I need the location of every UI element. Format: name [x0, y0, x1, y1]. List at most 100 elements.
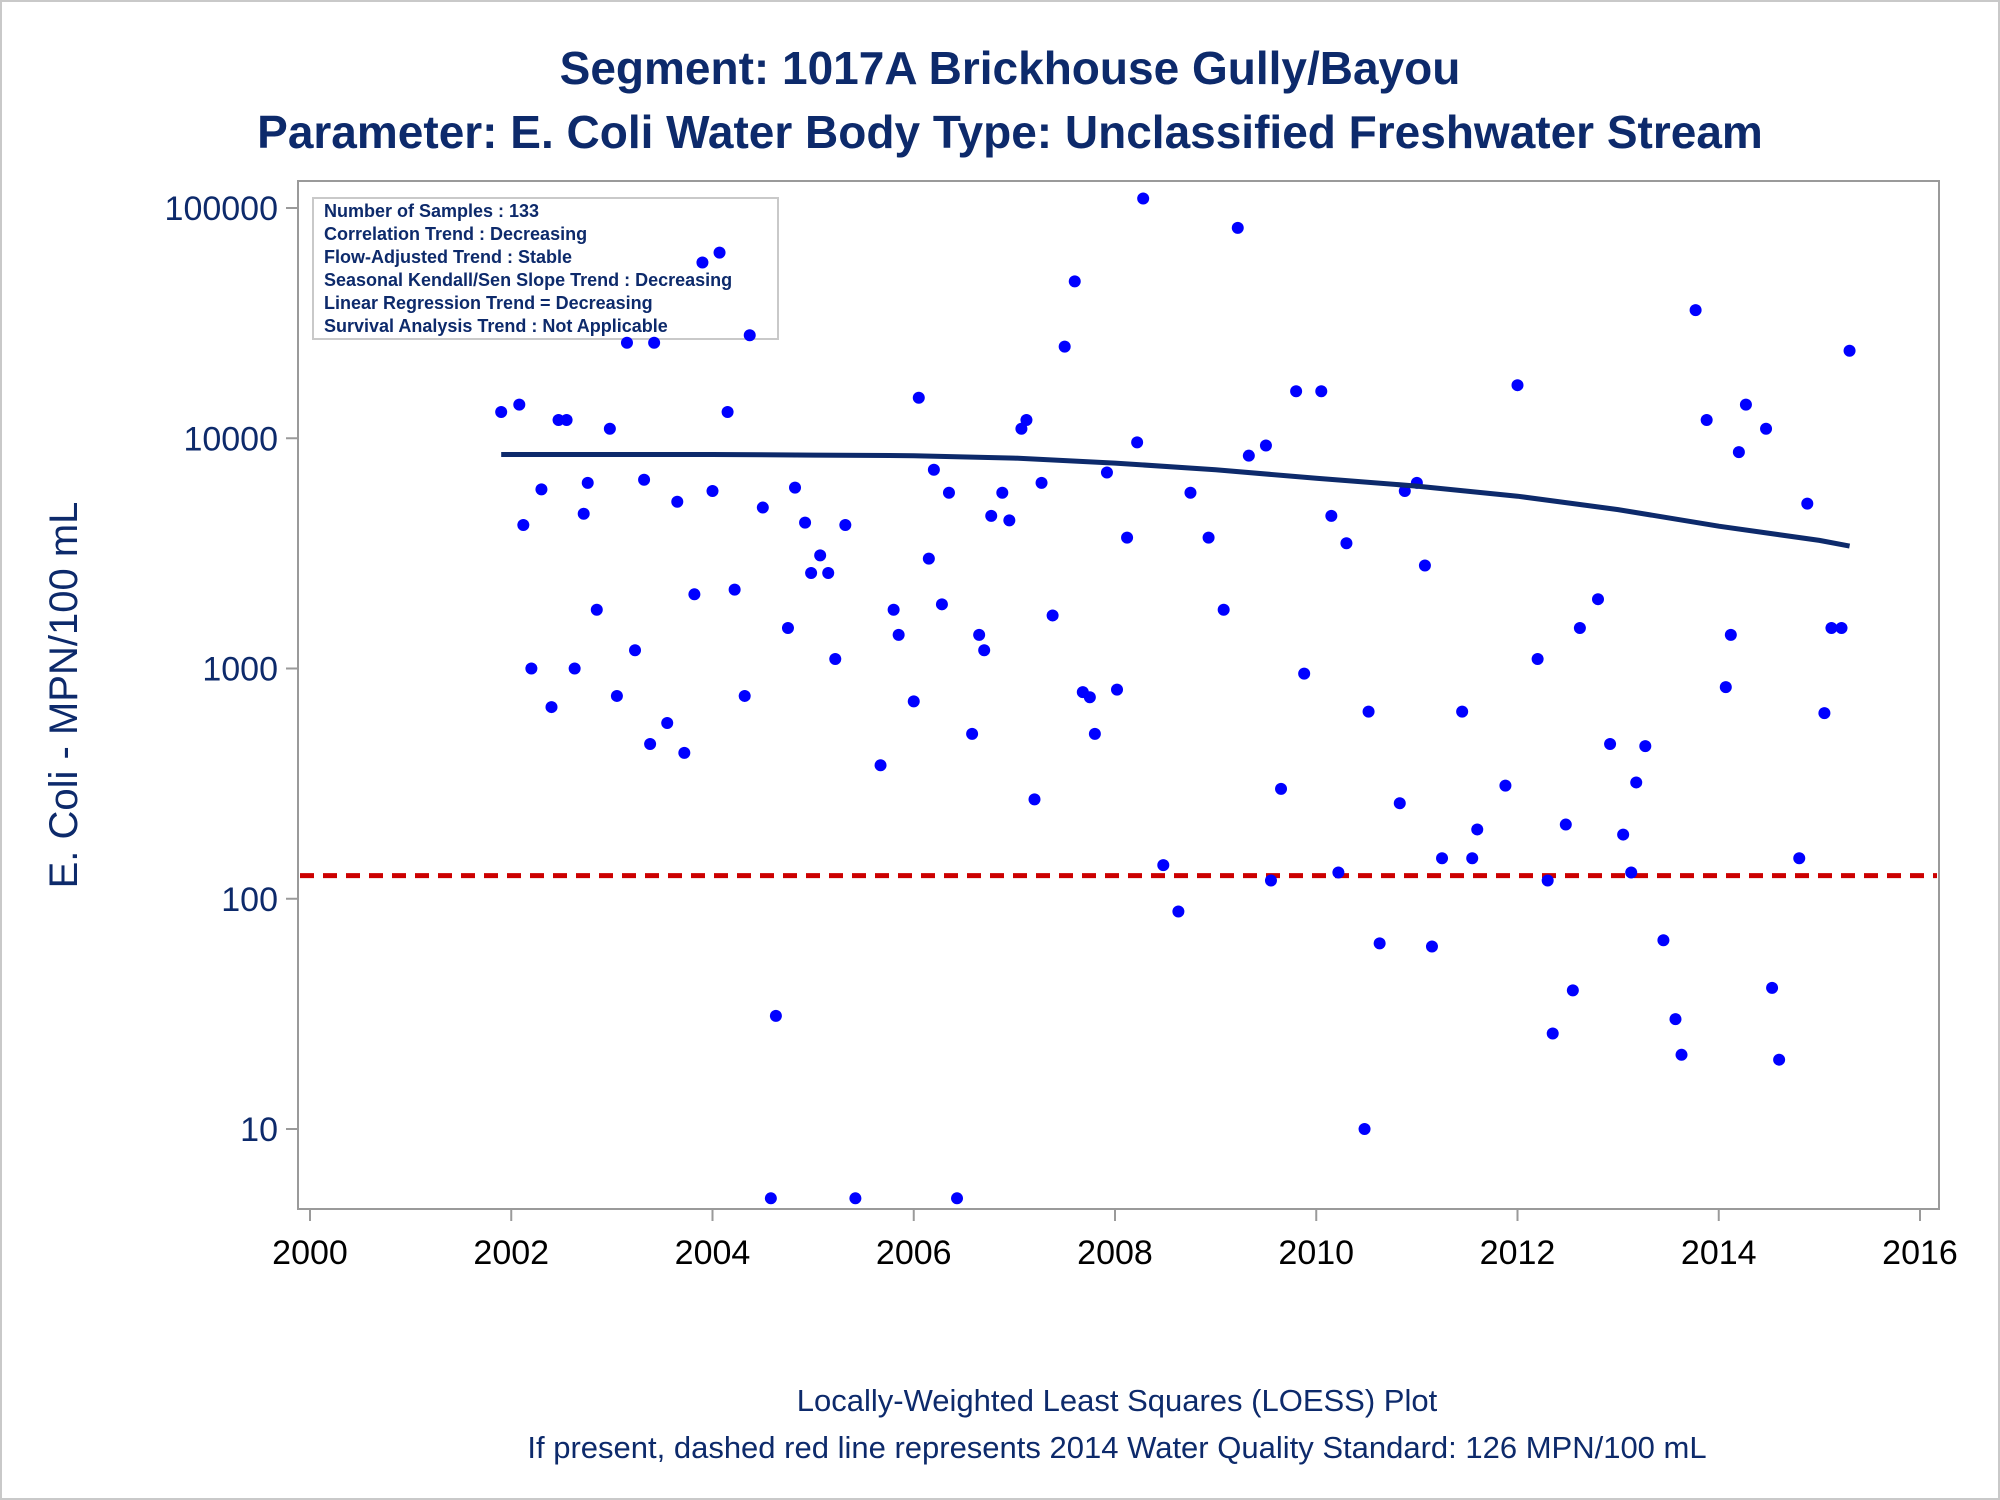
sample-point — [1604, 737, 1617, 750]
sample-point — [1393, 797, 1406, 810]
sample-point — [1630, 776, 1643, 789]
sample-point — [912, 391, 925, 404]
sample-point — [849, 1192, 862, 1205]
sample-point — [1290, 385, 1303, 398]
sample-point — [1689, 304, 1702, 317]
sample-point — [1766, 981, 1779, 994]
x-tick-label: 2012 — [1480, 1234, 1556, 1272]
y-tick-label: 100 — [221, 881, 278, 919]
sample-point — [829, 652, 842, 665]
sample-point — [568, 662, 581, 675]
sample-point — [1436, 852, 1449, 865]
sample-point — [951, 1192, 964, 1205]
sample-point — [1157, 859, 1170, 872]
sample-point — [648, 336, 661, 349]
x-tick-label: 2010 — [1278, 1234, 1354, 1272]
sample-point — [1825, 621, 1838, 634]
y-tick-label: 1000 — [202, 651, 278, 689]
footnote-standard: If present, dashed red line represents 2… — [527, 1430, 1706, 1465]
sample-point — [560, 414, 573, 427]
x-tick-label: 2000 — [272, 1234, 348, 1272]
sample-point — [935, 598, 948, 611]
sample-point — [1068, 275, 1081, 288]
sample-point — [1531, 652, 1544, 665]
x-axis: 2000 2002 2004 2006 2008 2010 2012 2014 2016 — [272, 1209, 1958, 1272]
sample-point — [1231, 221, 1244, 234]
stats-line-flow-adjusted: Flow-Adjusted Trend : Stable — [324, 247, 572, 267]
sample-point — [1559, 818, 1572, 831]
sample-point — [789, 481, 802, 494]
y-tick-label: 10 — [240, 1111, 278, 1149]
sample-point — [525, 662, 538, 675]
sample-point — [1669, 1013, 1682, 1026]
sample-point — [1325, 509, 1338, 522]
x-tick-label: 2014 — [1681, 1234, 1757, 1272]
sample-point — [764, 1192, 777, 1205]
sample-point — [728, 583, 741, 596]
y-axis-label: E. Coli - MPN/100 mL — [42, 502, 86, 889]
sample-point — [1541, 874, 1554, 887]
sample-point — [1617, 828, 1630, 841]
footnote-loess: Locally-Weighted Least Squares (LOESS) P… — [797, 1383, 1438, 1418]
sample-point — [1843, 344, 1856, 357]
stats-line-survival-analysis: Survival Analysis Trend : Not Applicable — [324, 316, 668, 336]
sample-point — [1739, 398, 1752, 411]
sample-point — [1028, 793, 1041, 806]
sample-point — [1398, 485, 1411, 498]
sample-point — [1242, 449, 1255, 462]
sample-point — [495, 406, 508, 419]
sample-point — [1657, 934, 1670, 947]
sample-point — [1760, 422, 1773, 435]
sample-point — [1003, 514, 1016, 527]
y-axis: 10 100 1000 10000 100000 — [165, 190, 298, 1149]
sample-point — [1566, 984, 1579, 997]
chart-title: Segment: 1017A Brickhouse Gully/Bayou — [560, 42, 1461, 94]
sample-point — [839, 518, 852, 531]
sample-point — [1793, 852, 1806, 865]
y-tick-label: 10000 — [183, 420, 278, 458]
sample-point — [620, 336, 633, 349]
sample-point — [996, 486, 1009, 499]
sample-point — [892, 628, 905, 641]
stats-line-correlation: Correlation Trend : Decreasing — [324, 224, 587, 244]
sample-point — [644, 737, 657, 750]
sample-point — [973, 628, 986, 641]
sample-point — [922, 552, 935, 565]
stats-legend-frame — [312, 197, 779, 340]
x-tick-label: 2002 — [473, 1234, 549, 1272]
sample-point — [1499, 779, 1512, 792]
x-tick-label: 2006 — [876, 1234, 952, 1272]
sample-point — [1471, 823, 1484, 836]
sample-point — [1340, 537, 1353, 550]
sample-point — [1058, 340, 1071, 353]
sample-point — [1298, 667, 1311, 680]
sample-point — [1121, 531, 1134, 544]
sample-point — [1111, 683, 1124, 696]
sample-point — [1259, 439, 1272, 452]
sample-point — [1373, 937, 1386, 950]
sample-point — [706, 485, 719, 498]
sample-point — [978, 644, 991, 657]
stats-legend-box: Number of Samples : 133 Correlation Tren… — [312, 197, 779, 340]
sample-point — [696, 256, 709, 269]
sample-point — [545, 701, 558, 714]
sample-point — [1732, 446, 1745, 459]
sample-point — [1466, 852, 1479, 865]
sample-point — [678, 746, 691, 759]
sample-point — [1332, 866, 1345, 879]
sample-point — [1131, 436, 1144, 449]
sample-point — [1835, 621, 1848, 634]
stats-line-seasonal-kendall: Seasonal Kendall/Sen Slope Trend : Decre… — [324, 270, 732, 290]
sample-point — [517, 518, 530, 531]
sample-point — [756, 501, 769, 514]
sample-point — [1456, 705, 1469, 718]
plot-area — [297, 180, 1940, 1210]
sample-point — [1184, 486, 1197, 499]
x-tick-label: 2016 — [1882, 1234, 1958, 1272]
sample-point — [1217, 603, 1230, 616]
sample-point — [1362, 705, 1375, 718]
sample-point — [1425, 940, 1438, 953]
sample-point — [799, 516, 812, 529]
sample-point — [1088, 727, 1101, 740]
